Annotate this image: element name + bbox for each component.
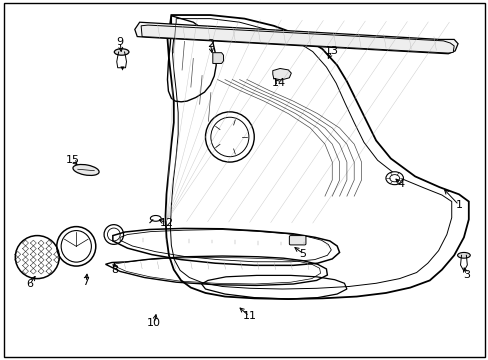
- Text: 1: 1: [455, 200, 462, 210]
- Ellipse shape: [457, 252, 469, 258]
- Text: 10: 10: [147, 319, 161, 328]
- Text: 11: 11: [242, 311, 256, 321]
- Text: 7: 7: [82, 277, 89, 287]
- Text: 5: 5: [299, 248, 306, 258]
- Text: 8: 8: [111, 265, 119, 275]
- Text: 4: 4: [396, 179, 403, 189]
- PathPatch shape: [141, 25, 453, 53]
- Text: 13: 13: [325, 46, 339, 56]
- PathPatch shape: [212, 53, 223, 63]
- Text: 14: 14: [271, 78, 285, 88]
- PathPatch shape: [135, 22, 457, 54]
- Text: 12: 12: [159, 218, 173, 228]
- Ellipse shape: [15, 235, 59, 279]
- FancyBboxPatch shape: [289, 235, 305, 245]
- Ellipse shape: [114, 49, 129, 55]
- Ellipse shape: [73, 165, 99, 175]
- Circle shape: [385, 172, 403, 185]
- PathPatch shape: [272, 68, 291, 80]
- Text: 15: 15: [66, 155, 80, 165]
- Text: 3: 3: [462, 270, 469, 280]
- Text: 6: 6: [26, 279, 33, 289]
- Text: 9: 9: [116, 37, 123, 47]
- Text: 2: 2: [206, 39, 213, 49]
